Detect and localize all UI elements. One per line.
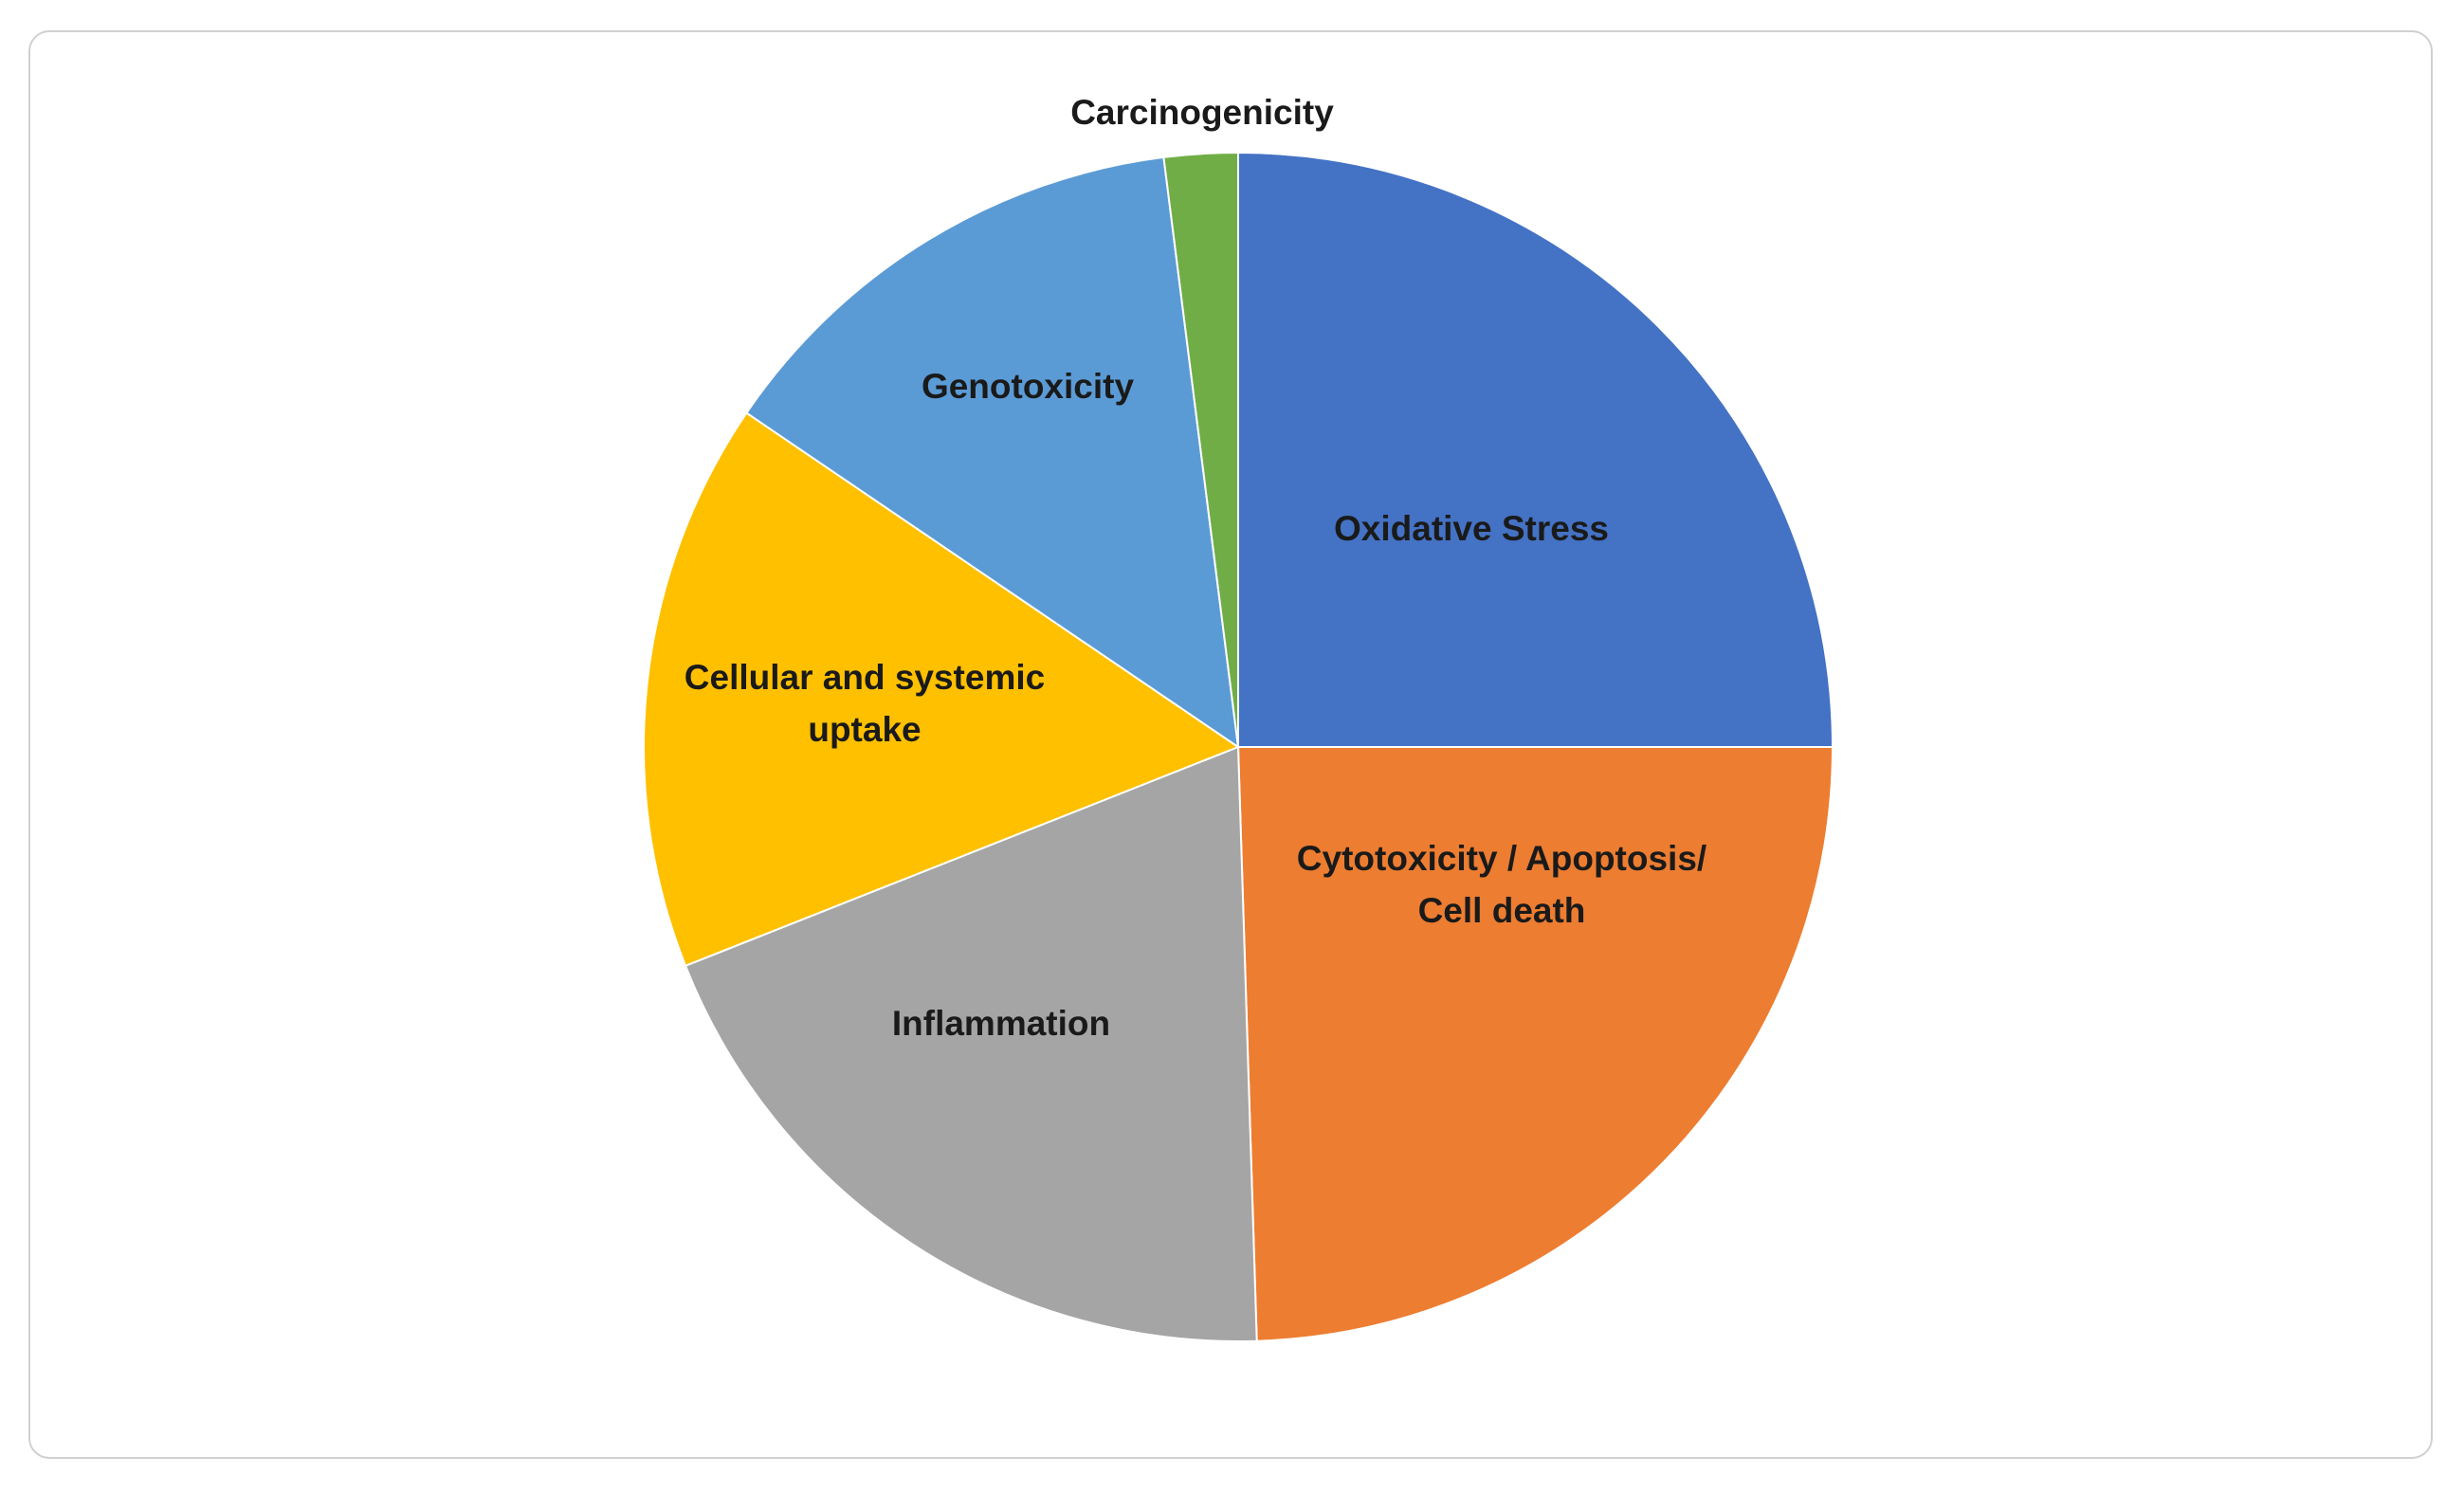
slice-label-line: Cytotoxicity / Apoptosis/ <box>1297 839 1707 878</box>
slice-label-line: Genotoxicity <box>922 367 1135 406</box>
slice-label: Cellular and systemic uptake <box>684 658 1045 749</box>
slice-label-line: Cellular and systemic <box>684 658 1045 697</box>
pie-slice-oxidative-stress <box>1237 151 1834 748</box>
slice-label-line: Inflammation <box>892 1004 1110 1043</box>
slice-label: Inflammation <box>892 1004 1110 1043</box>
slice-label-line: Carcinogenicity <box>1070 93 1334 132</box>
slice-label: Oxidative Stress <box>1334 509 1609 548</box>
pie-slice-carcinogenicity <box>1162 151 1239 748</box>
slice-label: Genotoxicity <box>922 367 1135 406</box>
slice-label: Carcinogenicity <box>1070 93 1334 132</box>
slice-label-line: uptake <box>808 710 921 749</box>
slice-label: Cytotoxicity / Apoptosis/Cell death <box>1297 839 1707 930</box>
pie-slice-cytotoxicity-apoptosis-cell-death <box>1236 746 1834 1342</box>
pie-slice-genotoxicity <box>745 155 1240 750</box>
pie-slice-cellular-and-systemic-uptake <box>643 411 1241 968</box>
pie-slices <box>643 151 1834 1342</box>
pie-labels: Oxidative Stress Cytotoxicity / Apoptosis… <box>684 93 1707 1043</box>
slice-label-line: Oxidative Stress <box>1334 509 1609 548</box>
slice-label-line: Cell death <box>1418 891 1586 930</box>
pie-slice-inflammation <box>684 745 1258 1342</box>
